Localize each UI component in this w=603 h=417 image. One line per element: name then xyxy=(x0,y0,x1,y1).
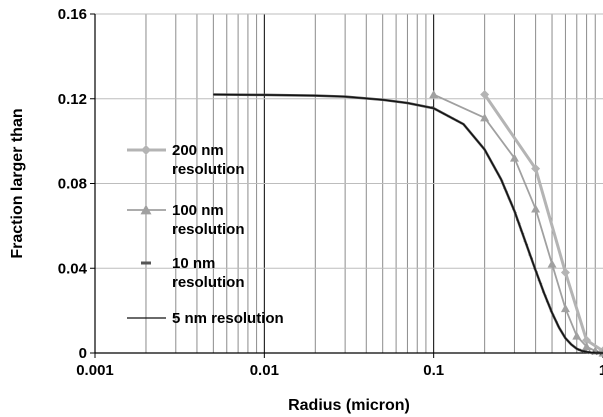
triangle-marker xyxy=(509,153,519,162)
legend-item: 5 nm resolution xyxy=(127,310,284,327)
x-tick-label: 0.001 xyxy=(76,362,114,379)
triangle-marker xyxy=(598,348,603,357)
y-axis-label: Fraction larger than xyxy=(9,108,26,258)
triangle-marker xyxy=(140,204,152,215)
axes xyxy=(90,13,603,358)
legend-item: 100 nm resolution xyxy=(127,202,245,238)
grid xyxy=(94,13,603,353)
x-tick-label: 1 xyxy=(599,362,603,379)
triangle-marker xyxy=(572,331,582,340)
diamond-marker xyxy=(582,335,592,345)
series-1 xyxy=(480,90,603,356)
series-4 xyxy=(213,93,603,354)
triangle-marker xyxy=(547,259,557,268)
x-tick-label: 0.1 xyxy=(423,362,444,379)
series-line xyxy=(433,93,603,354)
x-tick-label: 0.01 xyxy=(250,362,279,379)
tick-labels: 0 0.04 0.08 0.12 0.16 0.001 0.01 0.1 1 xyxy=(58,6,603,379)
x-axis-label: Radius (micron) xyxy=(288,397,410,414)
diamond-marker xyxy=(480,90,490,100)
legend-item: 200 nm resolution xyxy=(127,142,245,178)
y-tick-label: 0.12 xyxy=(58,91,87,108)
legend-label: 10 nm xyxy=(172,255,215,272)
y-tick-label: 0.08 xyxy=(58,176,87,193)
series-line xyxy=(483,93,603,353)
diamond-marker xyxy=(531,164,541,174)
diamond-marker xyxy=(141,145,151,155)
triangle-marker xyxy=(560,304,570,313)
diamond-marker xyxy=(560,267,570,277)
y-tick-label: 0.16 xyxy=(58,6,87,23)
y-tick-label: 0 xyxy=(79,345,87,362)
legend: 200 nm resolution 100 nm resolution 10 nm res… xyxy=(127,142,284,327)
y-tick-label: 0.04 xyxy=(58,260,88,277)
legend-label: 200 nm xyxy=(172,142,224,159)
legend-label: 100 nm xyxy=(172,202,224,219)
legend-item: 10 nm resolution xyxy=(141,255,245,291)
legend-label: 5 nm resolution xyxy=(172,310,284,327)
legend-label: resolution xyxy=(172,161,245,178)
series-layer xyxy=(213,90,603,357)
triangle-marker xyxy=(531,204,541,213)
triangle-marker xyxy=(480,113,490,122)
triangle-marker xyxy=(582,342,592,351)
triangle-marker xyxy=(429,90,439,99)
legend-label: resolution xyxy=(172,274,245,291)
series-line xyxy=(213,93,603,354)
legend-label: resolution xyxy=(172,221,245,238)
